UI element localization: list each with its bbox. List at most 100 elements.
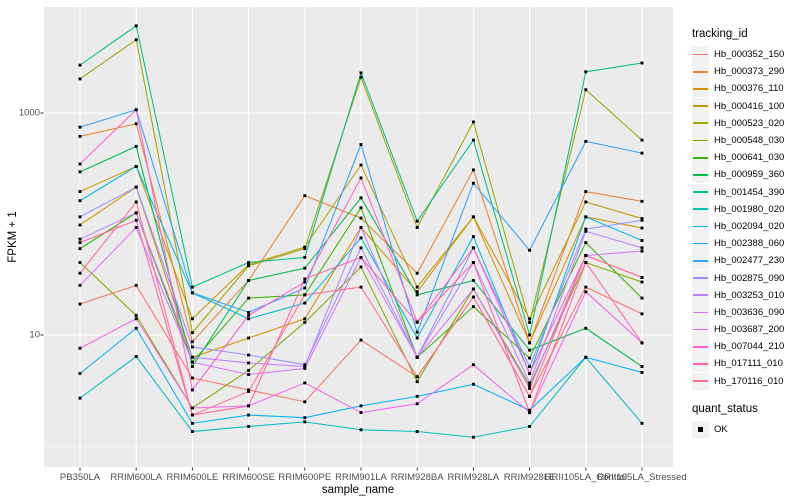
data-point — [584, 326, 588, 330]
data-point — [640, 341, 644, 345]
data-point — [134, 314, 138, 317]
data-point — [134, 211, 138, 215]
data-point — [415, 355, 419, 359]
data-point — [471, 138, 475, 142]
data-point — [640, 217, 644, 220]
data-point — [471, 261, 475, 264]
legend-item: Hb_000376_110 — [692, 80, 800, 98]
legend-item: Hb_000959_360 — [692, 166, 800, 184]
data-point — [528, 386, 532, 390]
legend-key-line-icon — [692, 200, 709, 218]
data-point — [584, 229, 588, 233]
data-point — [303, 317, 307, 321]
legend-item-label: Hb_002875_090 — [714, 272, 785, 284]
legend-item-label: Hb_000523_020 — [714, 117, 785, 129]
legend-key-line-icon — [692, 132, 709, 150]
data-point — [359, 196, 363, 200]
data-point — [247, 388, 251, 392]
data-point — [78, 223, 82, 227]
data-point — [190, 413, 194, 417]
legend-item: Hb_003636_090 — [692, 303, 800, 321]
data-point — [303, 286, 307, 290]
data-point — [471, 305, 475, 309]
x-axis-title: sample_name — [321, 484, 395, 496]
data-point — [584, 139, 588, 143]
legend-items: Hb_000352_150 Hb_000373_290 Hb_000376_110 H… — [692, 46, 800, 390]
data-point — [303, 366, 307, 370]
data-point — [359, 71, 363, 75]
legend-item: Hb_001454_390 — [692, 183, 800, 201]
data-point — [134, 283, 138, 287]
data-point — [359, 163, 363, 167]
data-point — [584, 261, 588, 264]
data-point — [190, 291, 194, 295]
data-point — [528, 381, 532, 385]
data-point — [471, 287, 475, 291]
data-point — [247, 353, 251, 357]
x-tick-label: RRIM928BA — [390, 472, 444, 483]
x-tick-label: PB350LA — [59, 472, 101, 483]
data-point — [584, 200, 588, 204]
legend-color-line — [693, 242, 708, 245]
legend-item-label: Hb_000373_290 — [714, 66, 785, 78]
legend-key-line-icon — [692, 338, 709, 356]
data-point — [584, 88, 588, 92]
legend-key-line-icon — [692, 269, 709, 287]
data-point — [359, 428, 363, 432]
data-point — [640, 226, 644, 230]
legend-item: Hb_001980_020 — [692, 200, 800, 218]
point-swatch — [698, 427, 703, 432]
legend-key-line-icon — [692, 372, 709, 390]
data-point — [78, 247, 82, 251]
data-point — [78, 346, 82, 350]
legend-color-line — [693, 139, 708, 142]
data-point — [359, 338, 363, 342]
data-point — [190, 360, 194, 364]
data-point — [190, 355, 194, 359]
legend-item-label: Hb_003636_090 — [714, 306, 785, 318]
data-point — [528, 394, 532, 398]
data-point — [247, 314, 251, 317]
data-point — [640, 370, 644, 374]
data-point — [359, 265, 363, 269]
data-point — [640, 246, 644, 250]
legend-item-label: Hb_170116_010 — [714, 375, 784, 387]
legend-key-line-icon — [692, 46, 709, 64]
x-tick-label: RRIM600LA — [110, 472, 163, 483]
data-point — [247, 413, 251, 417]
data-point — [415, 285, 419, 289]
legend-key-line-icon — [692, 63, 709, 81]
data-point — [415, 226, 419, 229]
legend-item-label: Hb_000416_100 — [714, 100, 785, 112]
legend-item: Hb_002094_020 — [692, 217, 800, 235]
data-point — [528, 320, 532, 324]
data-point — [640, 312, 644, 316]
legend-item-label: Hb_000548_030 — [714, 135, 785, 147]
data-point — [78, 396, 82, 400]
data-point — [303, 320, 307, 324]
data-point — [134, 108, 138, 112]
data-point — [303, 277, 307, 281]
quant-status-item: OK — [692, 420, 800, 438]
data-point — [247, 296, 251, 300]
legend-item: Hb_002388_060 — [692, 235, 800, 253]
data-point — [640, 61, 644, 65]
legend-item-label: Hb_000376_110 — [714, 83, 784, 95]
legend-item: Hb_003253_010 — [692, 286, 800, 304]
data-point — [415, 430, 419, 433]
data-point — [78, 170, 82, 174]
legend-item: Hb_002477_230 — [692, 252, 800, 270]
legend-color-line — [693, 363, 708, 365]
x-tick-label: RRII105LA_Control — [544, 472, 627, 483]
data-point — [359, 255, 363, 259]
quant-status-label: OK — [714, 423, 728, 435]
legend-color-line — [693, 328, 708, 331]
legend-key-line-icon — [692, 97, 709, 115]
data-point — [247, 317, 251, 321]
data-point — [78, 190, 82, 194]
data-point — [640, 199, 644, 203]
legend-item-label: Hb_003687_200 — [714, 324, 785, 336]
data-point — [247, 425, 251, 428]
data-point — [134, 185, 138, 189]
data-point — [640, 239, 644, 242]
